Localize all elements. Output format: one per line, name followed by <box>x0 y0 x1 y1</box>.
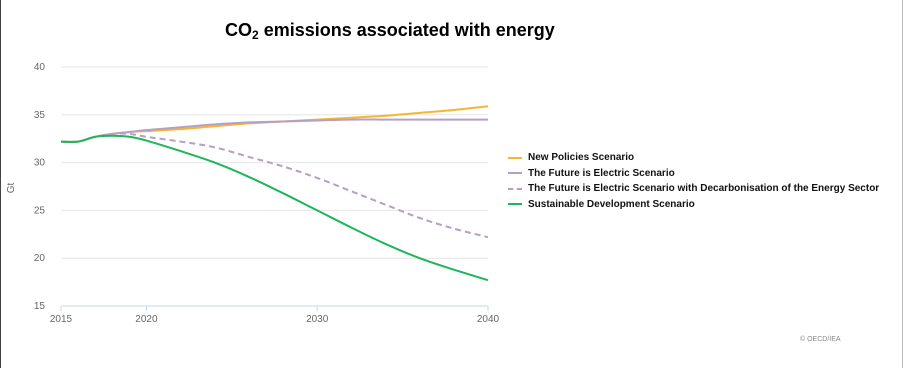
y-tick-label: 20 <box>34 253 46 264</box>
chart-title: CO2 emissions associated with energy <box>225 20 555 42</box>
legend-swatch <box>508 172 522 175</box>
legend-item-3: The Future is Electric Scenario with Dec… <box>508 181 879 197</box>
legend-label: The Future is Electric Scenario with Dec… <box>528 183 880 195</box>
y-tick-label: 15 <box>34 301 46 312</box>
x-tick-label: 2015 <box>50 314 73 325</box>
credit-text: © OECD/IEA <box>800 336 841 343</box>
legend-item-1: New Policies Scenario <box>508 150 879 166</box>
y-axis-label: Gt <box>6 183 17 194</box>
legend-label: Sustainable Development Scenario <box>528 198 695 210</box>
x-tick-label: 2040 <box>477 314 500 325</box>
legend-item-2: The Future is Electric Scenario <box>508 166 879 182</box>
x-tick-label: 2030 <box>306 314 329 325</box>
series-line-4 <box>60 134 489 282</box>
x-tick-label: 2020 <box>135 314 158 325</box>
legend-swatch <box>508 156 522 159</box>
legend-item-4: Sustainable Development Scenario <box>508 197 879 213</box>
y-tick-label: 25 <box>34 205 46 216</box>
legend-swatch <box>508 203 522 206</box>
legend: New Policies Scenario The Future is Elect… <box>508 150 879 212</box>
y-tick-label: 40 <box>34 62 46 73</box>
series-line-3 <box>60 132 489 239</box>
y-tick-label: 35 <box>34 110 46 121</box>
y-tick-label: 30 <box>34 158 46 169</box>
legend-label: The Future is Electric Scenario <box>528 167 675 179</box>
legend-label: New Policies Scenario <box>528 152 635 164</box>
legend-swatch <box>508 187 522 190</box>
